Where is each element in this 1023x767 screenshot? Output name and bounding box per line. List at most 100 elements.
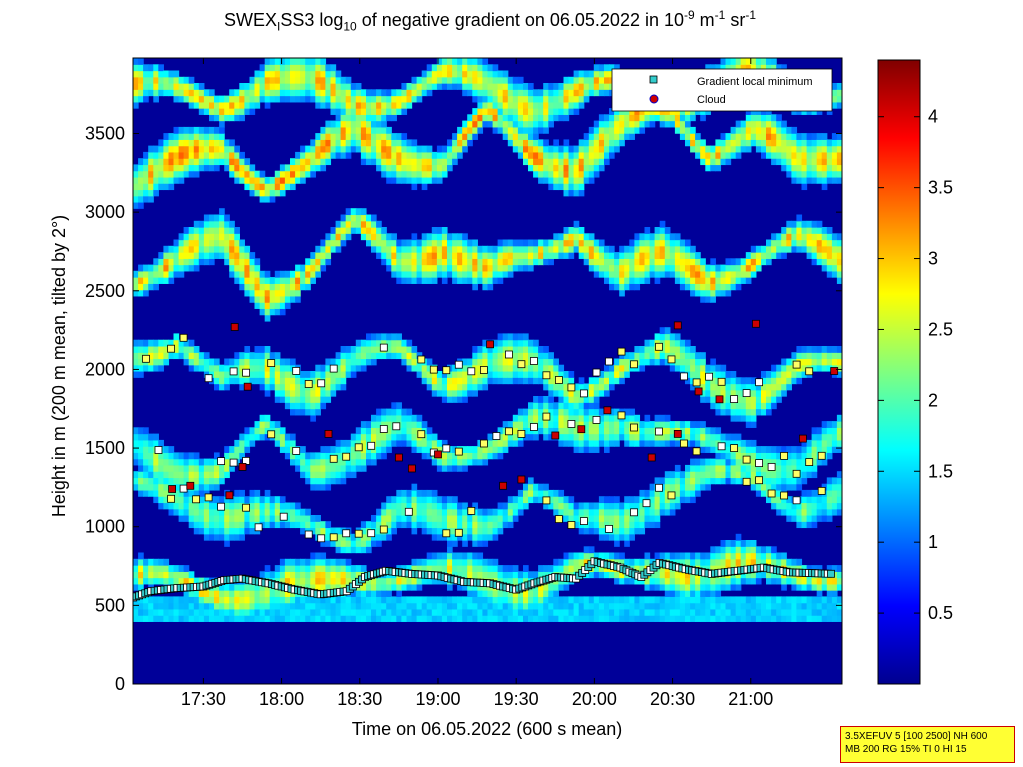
heatmap-cell <box>543 108 549 115</box>
heatmap-cell <box>320 133 327 140</box>
heatmap-cell <box>173 245 180 253</box>
heatmap-cell <box>604 264 610 272</box>
heatmap-cell <box>578 377 585 385</box>
heatmap-cell <box>452 502 458 510</box>
heatmap-cell <box>300 458 306 466</box>
heatmap-cell <box>507 89 514 97</box>
heatmap-cell <box>507 502 514 510</box>
heatmap-cell <box>153 358 159 366</box>
heatmap-cell <box>198 220 205 228</box>
heatmap-cell <box>376 602 382 610</box>
heatmap-cell <box>690 277 696 284</box>
heatmap-cell <box>477 458 484 466</box>
heatmap-cell <box>224 615 230 622</box>
heatmap-cell <box>710 608 716 616</box>
heatmap-cell <box>335 139 342 147</box>
heatmap-cell <box>533 252 539 259</box>
heatmap-cell <box>254 583 261 591</box>
heatmap-cell <box>614 126 620 134</box>
heatmap-cell <box>376 533 382 541</box>
heatmap-cell <box>340 239 347 247</box>
heatmap-cell <box>143 608 149 616</box>
heatmap-cell <box>634 252 641 259</box>
heatmap-cell <box>198 108 205 115</box>
heatmap-cell <box>158 602 164 610</box>
heatmap-cell <box>492 515 499 522</box>
heatmap-cell <box>305 508 311 516</box>
heatmap-cell <box>492 508 499 516</box>
heatmap-cell <box>290 565 296 572</box>
heatmap-cell <box>158 458 164 466</box>
heatmap-cell <box>705 565 711 572</box>
heatmap-cell <box>274 571 281 579</box>
heatmap-cell <box>163 565 170 572</box>
heatmap-cell <box>578 101 585 109</box>
heatmap-cell <box>553 508 559 516</box>
heatmap-cell <box>573 108 580 115</box>
heatmap-cell <box>203 489 210 497</box>
heatmap-cell <box>507 333 514 341</box>
heatmap-cell <box>320 239 327 247</box>
heatmap-cell <box>138 452 144 460</box>
heatmap-cell <box>512 352 519 360</box>
heatmap-cell <box>350 227 357 234</box>
heatmap-cell <box>447 233 453 241</box>
heatmap-cell <box>284 277 291 284</box>
heatmap-cell <box>507 258 514 266</box>
heatmap-cell <box>497 114 504 122</box>
heatmap-cell <box>274 515 281 522</box>
heatmap-cell <box>193 227 200 234</box>
heatmap-cell <box>604 515 610 522</box>
heatmap-cell <box>153 489 159 497</box>
heatmap-cell <box>360 590 367 597</box>
heatmap-cell <box>320 95 327 103</box>
heatmap-cell <box>528 83 534 90</box>
heatmap-cell <box>274 352 281 360</box>
heatmap-cell <box>224 214 230 222</box>
heatmap-cell <box>654 421 661 428</box>
heatmap-cell <box>447 164 453 172</box>
heatmap-cell <box>482 89 489 97</box>
heatmap-cell <box>588 602 595 610</box>
heatmap-cell <box>416 264 423 272</box>
heatmap-cell <box>315 458 321 466</box>
heatmap-cell <box>447 458 453 466</box>
heatmap-cell <box>679 489 686 497</box>
heatmap-cell <box>209 158 215 166</box>
heatmap-cell <box>487 608 494 616</box>
heatmap-cell <box>320 552 327 560</box>
heatmap-cell <box>345 565 352 572</box>
heatmap-cell <box>472 264 478 272</box>
heatmap-cell <box>614 120 620 128</box>
heatmap-cell <box>193 521 200 529</box>
heatmap-cell <box>340 145 347 153</box>
heatmap-cell <box>279 508 286 516</box>
heatmap-cell <box>391 352 397 360</box>
heatmap-cell <box>553 145 559 153</box>
heatmap-cell <box>325 602 332 610</box>
heatmap-cell <box>259 515 266 522</box>
heatmap-cell <box>578 151 585 159</box>
heatmap-cell <box>315 270 321 278</box>
heatmap-cell <box>320 608 327 616</box>
heatmap-cell <box>284 164 291 172</box>
heatmap-cell <box>366 352 372 360</box>
heatmap-cell <box>279 571 286 579</box>
heatmap-cell <box>502 521 509 529</box>
heatmap-cell <box>371 433 377 441</box>
heatmap-cell <box>376 126 382 134</box>
heatmap-cell <box>624 371 630 378</box>
heatmap-cell <box>457 264 463 272</box>
heatmap-cell <box>269 95 276 103</box>
heatmap-cell <box>447 383 453 391</box>
heatmap-cell <box>163 596 170 604</box>
heatmap-cell <box>406 577 413 585</box>
heatmap-cell <box>568 151 575 159</box>
heatmap-cell <box>340 558 347 566</box>
heatmap-cell <box>634 245 641 253</box>
heatmap-cell <box>619 108 625 115</box>
heatmap-cell <box>350 546 357 554</box>
heatmap-cell <box>239 83 245 90</box>
heatmap-cell <box>381 89 387 97</box>
heatmap-cell <box>619 270 625 278</box>
